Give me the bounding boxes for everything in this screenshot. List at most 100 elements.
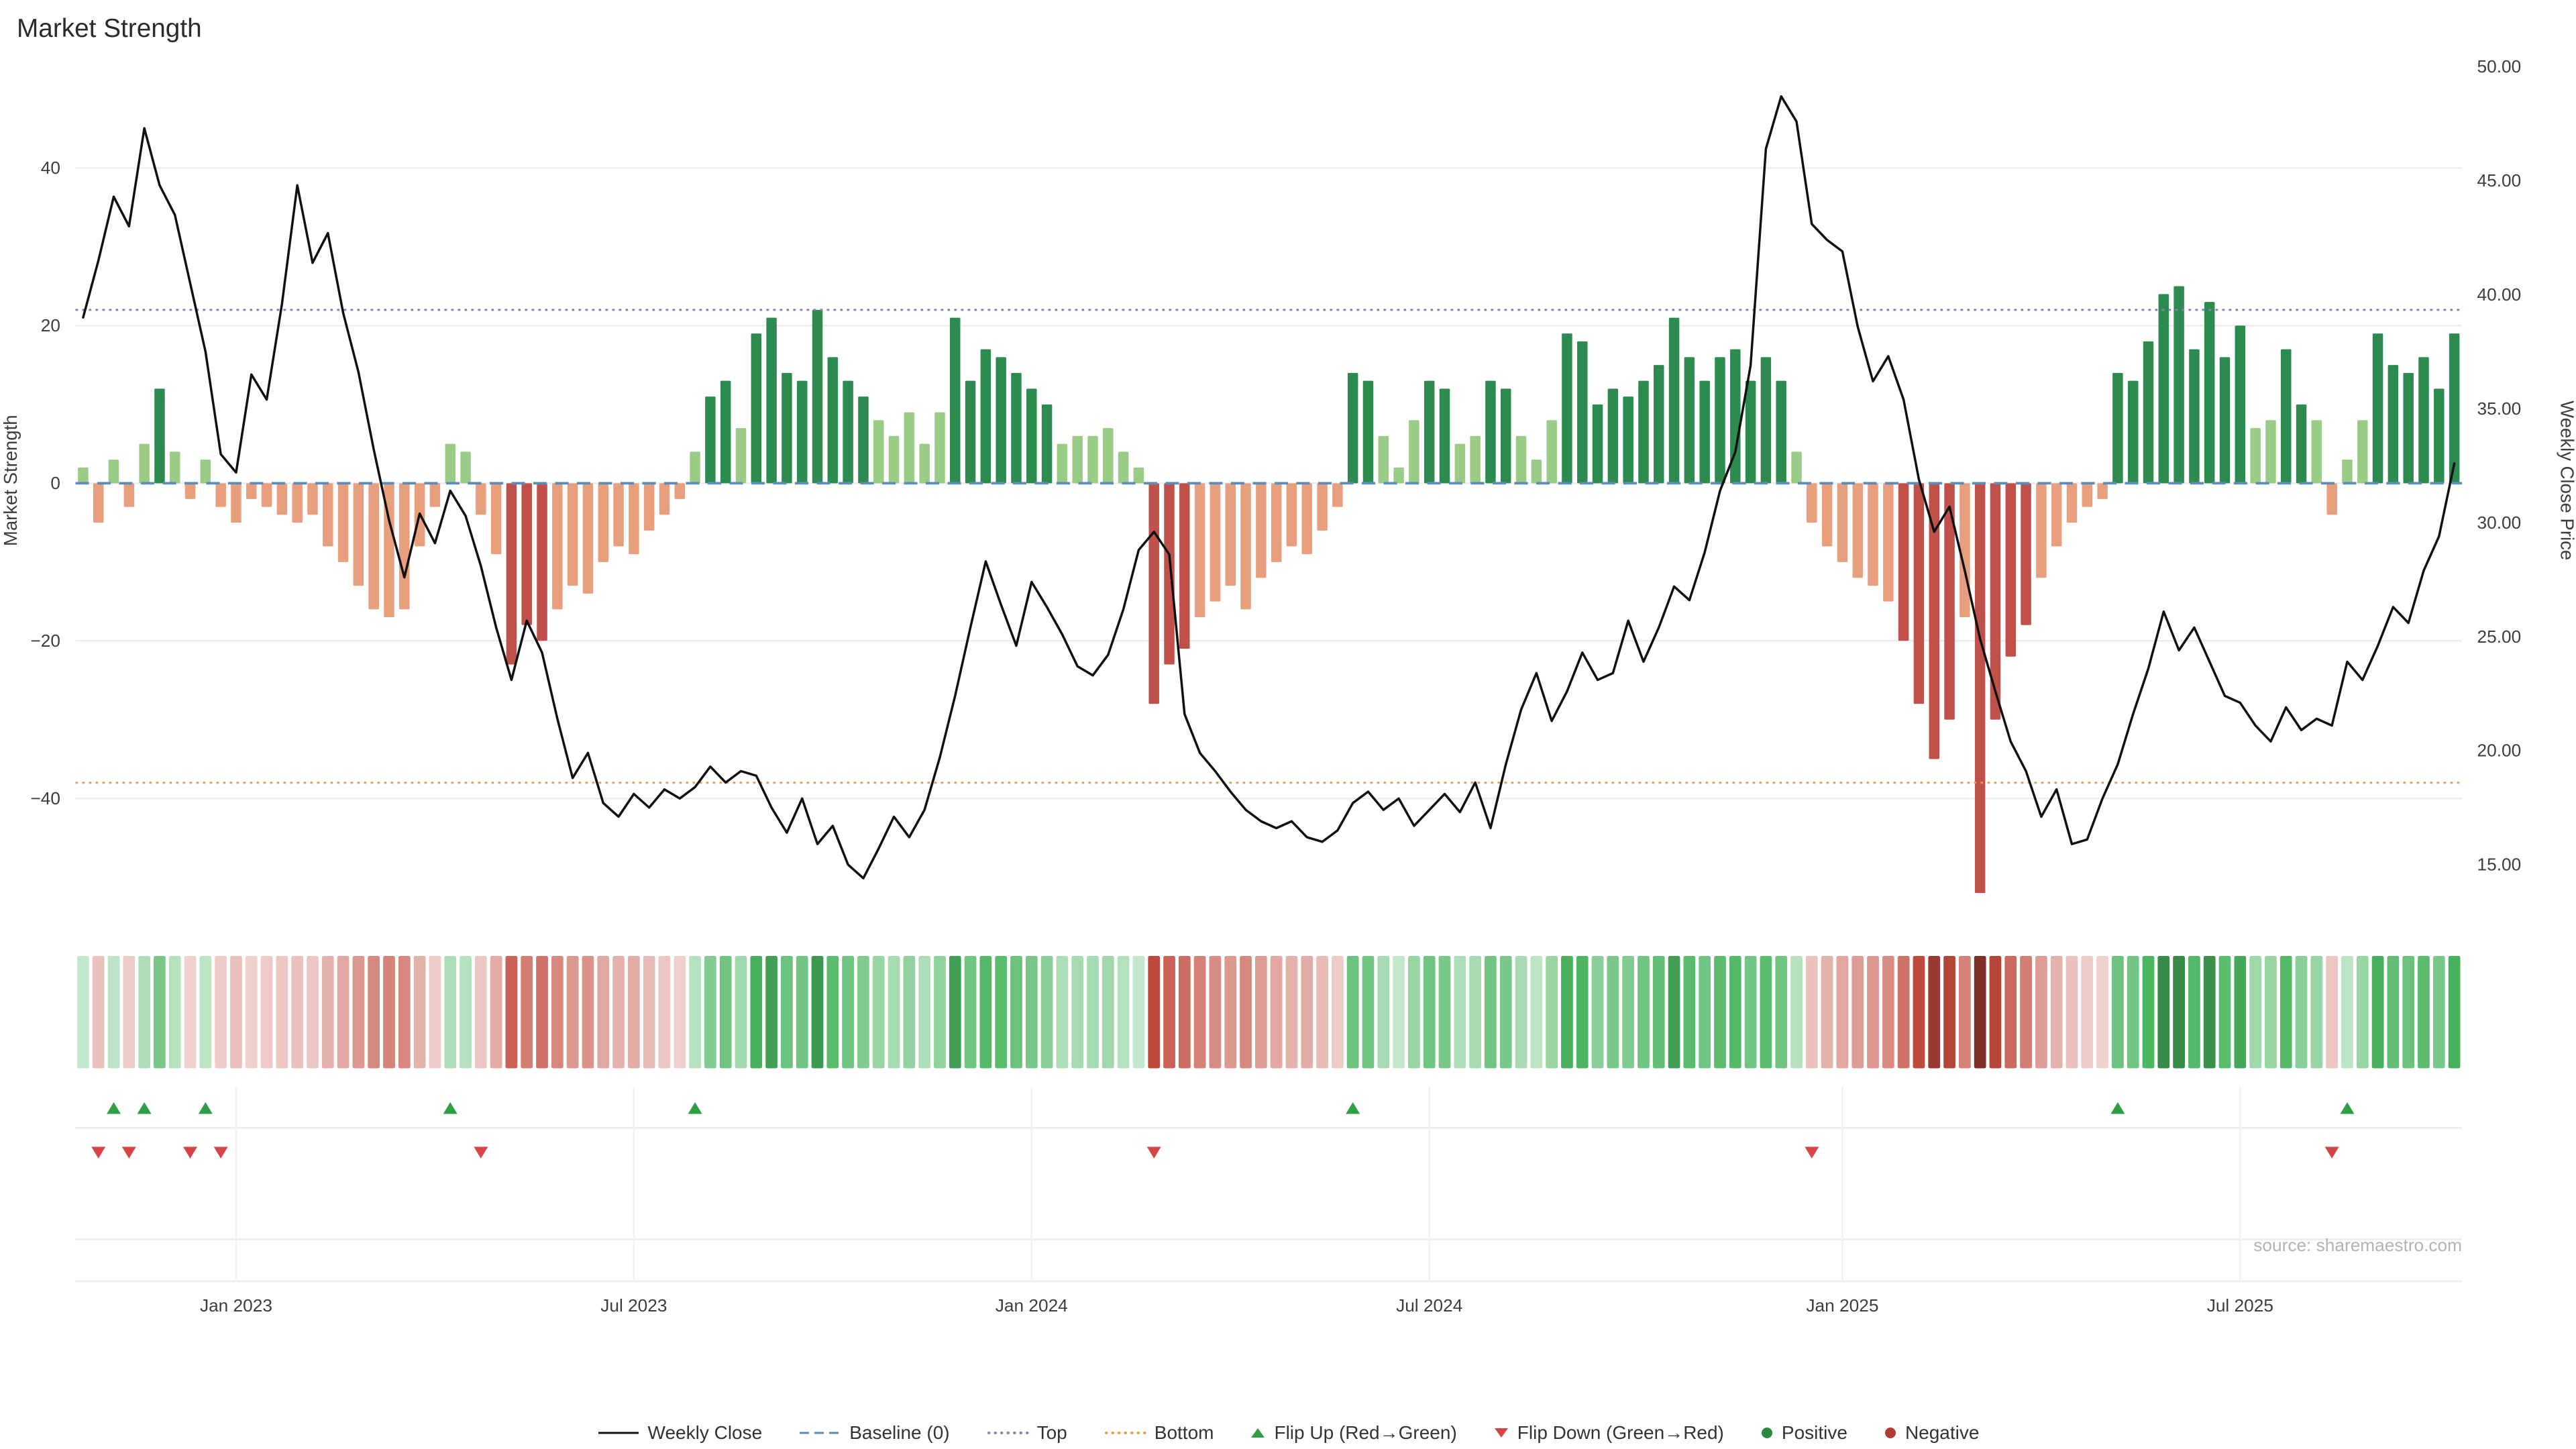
heatmap-cell[interactable] <box>2295 956 2308 1069</box>
strength-bar[interactable] <box>139 443 150 484</box>
strength-bar[interactable] <box>353 483 364 586</box>
strength-bar[interactable] <box>445 443 455 484</box>
heatmap-cell[interactable] <box>674 956 686 1069</box>
strength-bar[interactable] <box>2112 372 2123 484</box>
strength-bar[interactable] <box>2021 483 2031 625</box>
heatmap-cell[interactable] <box>781 956 793 1069</box>
heatmap-cell[interactable] <box>1851 956 1864 1069</box>
strength-bar[interactable] <box>1730 349 1741 484</box>
strength-bar[interactable] <box>1852 483 1863 578</box>
heatmap-cell[interactable] <box>643 956 655 1069</box>
heatmap-cell[interactable] <box>888 956 900 1069</box>
heatmap-cell[interactable] <box>1897 956 1910 1069</box>
strength-bar[interactable] <box>2082 483 2093 507</box>
strength-bar[interactable] <box>629 483 639 555</box>
strength-bar[interactable] <box>1638 380 1649 484</box>
strength-bar[interactable] <box>78 467 89 484</box>
weekly-close-line[interactable] <box>82 95 2456 879</box>
heatmap-cell[interactable] <box>689 956 701 1069</box>
flip-down-marker[interactable] <box>474 1146 488 1159</box>
strength-bar[interactable] <box>659 483 670 515</box>
heatmap-cell[interactable] <box>1928 956 1941 1069</box>
heatmap-cell[interactable] <box>612 956 625 1069</box>
heatmap-cell[interactable] <box>1301 956 1313 1069</box>
strength-bar[interactable] <box>2097 483 2108 499</box>
strength-bar[interactable] <box>1271 483 1282 562</box>
heatmap-cell[interactable] <box>1454 956 1466 1069</box>
heatmap-cell[interactable] <box>1913 956 1925 1069</box>
heatmap-cell[interactable] <box>1071 956 1084 1069</box>
strength-bar[interactable] <box>1654 365 1664 484</box>
strength-bar[interactable] <box>1148 483 1159 704</box>
strength-bar[interactable] <box>1944 483 1955 720</box>
legend-item-negative[interactable]: Negative <box>1884 1422 1979 1444</box>
strength-bar[interactable] <box>246 483 257 499</box>
strength-bar[interactable] <box>2127 380 2139 484</box>
legend-item-baseline-0[interactable]: Baseline (0) <box>798 1422 950 1444</box>
heatmap-cell[interactable] <box>1469 956 1481 1069</box>
heatmap-cell[interactable] <box>1989 956 2002 1069</box>
heatmap-cell[interactable] <box>1010 956 1022 1069</box>
heatmap-cell[interactable] <box>704 956 716 1069</box>
strength-bar[interactable] <box>720 380 731 484</box>
strength-bar[interactable] <box>1607 388 1619 484</box>
strength-bar[interactable] <box>184 483 196 499</box>
heatmap-cell[interactable] <box>490 956 502 1069</box>
strength-bar[interactable] <box>1470 435 1481 484</box>
strength-bar[interactable] <box>1301 483 1313 555</box>
heatmap-cell[interactable] <box>2173 956 2185 1069</box>
strength-bar[interactable] <box>261 483 272 507</box>
flip-up-marker[interactable] <box>198 1102 213 1114</box>
heatmap-cell[interactable] <box>291 956 304 1069</box>
heatmap-cell[interactable] <box>2127 956 2139 1069</box>
strength-bar[interactable] <box>2387 365 2399 484</box>
strength-bar[interactable] <box>1179 483 1190 649</box>
heatmap-cell[interactable] <box>1270 956 1283 1069</box>
strength-bar[interactable] <box>1515 435 1527 484</box>
strength-bar[interactable] <box>2143 341 2154 484</box>
heatmap-cell[interactable] <box>1499 956 1512 1069</box>
heatmap-cell[interactable] <box>1377 956 1390 1069</box>
strength-bar[interactable] <box>1623 396 1633 484</box>
strength-bar[interactable] <box>1576 341 1588 484</box>
strength-bar[interactable] <box>2204 302 2215 484</box>
strength-bar[interactable] <box>643 483 655 531</box>
heatmap-cell[interactable] <box>719 956 732 1069</box>
strength-bar[interactable] <box>1118 451 1129 484</box>
strength-bar[interactable] <box>1026 388 1037 484</box>
heatmap-cell[interactable] <box>2418 956 2430 1069</box>
strength-bar[interactable] <box>154 388 165 484</box>
legend-item-top[interactable]: Top <box>986 1422 1067 1444</box>
heatmap-cell[interactable] <box>2218 956 2231 1069</box>
heatmap-cell[interactable] <box>77 956 89 1069</box>
flip-down-marker[interactable] <box>1805 1146 1819 1159</box>
heatmap-cell[interactable] <box>2035 956 2047 1069</box>
flip-down-marker[interactable] <box>183 1146 198 1159</box>
strength-bar[interactable] <box>1485 380 1496 484</box>
strength-bar[interactable] <box>1913 483 1925 704</box>
heatmap-cell[interactable] <box>2112 956 2124 1069</box>
strength-bar[interactable] <box>934 412 945 484</box>
heatmap-cell[interactable] <box>1561 956 1573 1069</box>
strength-bar[interactable] <box>1868 483 1878 586</box>
strength-bar[interactable] <box>215 483 226 507</box>
heatmap-cell[interactable] <box>1974 956 1986 1069</box>
strength-bar[interactable] <box>2296 404 2307 484</box>
strength-bar[interactable] <box>2418 357 2429 484</box>
heatmap-cell[interactable] <box>1821 956 1833 1069</box>
strength-bar[interactable] <box>1087 435 1098 484</box>
heatmap-cell[interactable] <box>199 956 212 1069</box>
heatmap-cell[interactable] <box>2341 956 2353 1069</box>
heatmap-cell[interactable] <box>1805 956 1818 1069</box>
strength-bar[interactable] <box>1210 483 1221 602</box>
heatmap-cell[interactable] <box>2234 956 2247 1069</box>
strength-bar[interactable] <box>2051 483 2062 547</box>
strength-bar[interactable] <box>690 451 700 484</box>
heatmap-cell[interactable] <box>1209 956 1222 1069</box>
strength-bar[interactable] <box>2189 349 2200 484</box>
strength-bar[interactable] <box>93 483 104 523</box>
heatmap-cell[interactable] <box>1699 956 1711 1069</box>
strength-bar[interactable] <box>2311 420 2322 484</box>
strength-bar[interactable] <box>1760 357 1772 484</box>
